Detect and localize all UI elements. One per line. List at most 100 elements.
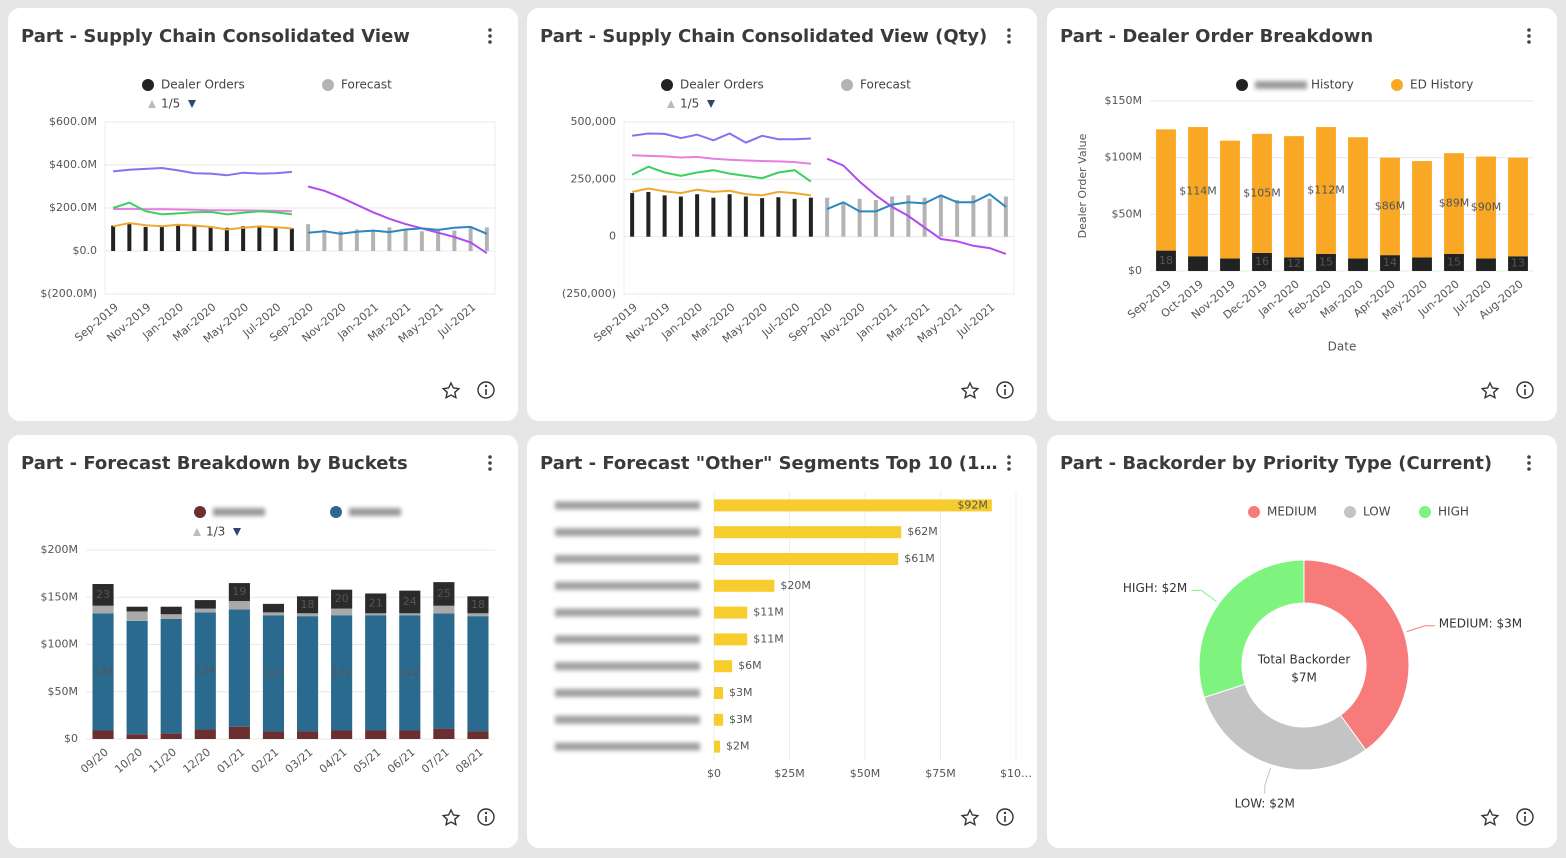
bar (714, 713, 724, 726)
pie-slice (1198, 559, 1305, 699)
bar (646, 191, 651, 237)
center-value: $7M (1291, 671, 1317, 685)
data-label: $2M (726, 740, 750, 753)
legend-marker (1344, 506, 1356, 518)
favorite-button[interactable] (1480, 381, 1500, 400)
bar (841, 202, 846, 237)
legend-label: Forecast (341, 78, 392, 92)
card-background (1047, 435, 1557, 848)
data-label: $92M (957, 498, 988, 511)
bar-segment (1348, 137, 1368, 259)
y-tick-label: $0 (64, 732, 78, 745)
redacted-label (555, 662, 700, 671)
bar (695, 194, 700, 237)
info-button[interactable] (996, 381, 1014, 399)
info-dot (1523, 384, 1527, 388)
bar-segment (296, 596, 319, 614)
bar (808, 197, 813, 237)
bar-segment (331, 730, 353, 739)
bar-segment (126, 734, 148, 739)
bar (938, 196, 943, 237)
redacted-label (555, 742, 700, 751)
redacted-text (213, 508, 265, 516)
info-button[interactable] (1516, 381, 1534, 399)
info-button[interactable] (477, 808, 495, 826)
bar-segment (194, 729, 216, 739)
favorite-button[interactable] (1480, 808, 1500, 827)
bar (192, 225, 197, 251)
info-ring (477, 381, 495, 399)
bar-segment (228, 583, 250, 602)
favorite-button[interactable] (441, 381, 461, 400)
favorite-button[interactable] (441, 808, 461, 827)
pager-down[interactable] (707, 100, 715, 108)
bar (289, 228, 294, 251)
bar-segment (331, 589, 353, 609)
card-title: Part - Forecast "Other" Segments Top 10 … (540, 453, 997, 474)
menu-button[interactable] (488, 455, 492, 471)
bar-segment (1156, 129, 1176, 251)
bar (792, 198, 797, 237)
info-button[interactable] (996, 808, 1014, 826)
legend-marker (142, 79, 154, 91)
favorite-button[interactable] (960, 808, 980, 827)
pager-up[interactable] (193, 528, 201, 536)
data-label: 123 (263, 666, 284, 679)
bar-segment (1444, 254, 1464, 271)
favorite-button[interactable] (960, 381, 980, 400)
bar-segment (194, 612, 216, 730)
data-label: 21 (369, 596, 383, 609)
card-title: Part - Supply Chain Consolidated View (Q… (540, 26, 987, 47)
redacted-label (555, 608, 700, 617)
menu-dot (1527, 461, 1531, 465)
y-tick-label: $200.0M (49, 201, 97, 214)
bar-segment (1316, 127, 1336, 254)
line-series (826, 157, 1007, 255)
bar-segment (92, 730, 114, 739)
menu-dot (1007, 455, 1011, 459)
bar-segment (296, 731, 319, 739)
bar (714, 526, 902, 539)
bar-segment (433, 605, 455, 614)
pager-down[interactable] (188, 100, 196, 108)
bar (825, 197, 830, 237)
pager-down[interactable] (233, 528, 241, 536)
bar (241, 226, 246, 251)
bar-segment (262, 603, 285, 613)
bar (322, 229, 327, 251)
pager-up[interactable] (667, 100, 675, 108)
info-button[interactable] (477, 381, 495, 399)
leader-line (1191, 589, 1217, 602)
menu-dot (488, 28, 492, 32)
bar-segment (433, 728, 455, 739)
bar-segment (194, 600, 216, 609)
line-series (112, 166, 292, 177)
menu-dot (1007, 40, 1011, 44)
bar-segment (399, 730, 421, 739)
data-label: $20M (780, 579, 811, 592)
bar (711, 197, 716, 237)
redacted-label (555, 501, 700, 510)
bar-segment (92, 613, 114, 731)
pager-up[interactable] (148, 100, 156, 108)
y-tick-label: $0.0 (73, 244, 98, 257)
legend-page: 1/5 (680, 97, 699, 111)
bar (354, 229, 359, 251)
info-button[interactable] (1516, 808, 1534, 826)
bar-segment (1188, 127, 1208, 257)
menu-button[interactable] (1007, 28, 1011, 44)
bar-segment (1348, 258, 1368, 271)
menu-button[interactable] (1527, 455, 1531, 471)
data-label: 15 (1319, 256, 1333, 269)
line-series (112, 201, 293, 216)
line-series (631, 165, 812, 183)
menu-button[interactable] (1007, 455, 1011, 471)
bar-segment (365, 615, 387, 731)
legend-label: MEDIUM (1267, 505, 1317, 519)
data-label: 20 (335, 592, 349, 605)
menu-button[interactable] (488, 28, 492, 44)
menu-button[interactable] (1527, 28, 1531, 44)
card-background (8, 8, 518, 421)
redacted-label (555, 715, 700, 724)
slice-label: LOW: $2M (1235, 796, 1295, 810)
